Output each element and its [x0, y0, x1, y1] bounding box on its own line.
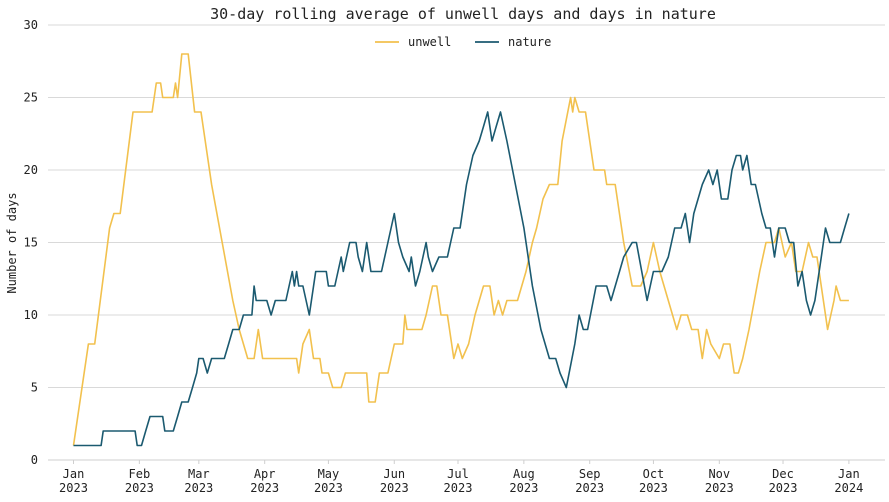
- x-tick-label-year: 2023: [769, 481, 798, 495]
- x-axis: Jan2023Feb2023Mar2023Apr2023May2023Jun20…: [48, 459, 885, 495]
- x-tick-label-year: 2023: [125, 481, 154, 495]
- x-tick-label-year: 2023: [575, 481, 604, 495]
- legend-label-unwell: unwell: [408, 35, 451, 49]
- x-tick-label-year: 2023: [184, 481, 213, 495]
- series-lines: [72, 53, 850, 447]
- y-tick-label: 0: [31, 453, 38, 467]
- x-tick-label-month: Sep: [579, 467, 601, 481]
- y-axis: 0 5 10 15 20 25 30: [24, 18, 38, 467]
- x-tick-label-month: Jan: [63, 467, 85, 481]
- y-tick-label: 20: [24, 163, 38, 177]
- x-tick-label-month: Apr: [254, 467, 276, 481]
- y-axis-label: Number of days: [5, 192, 19, 293]
- x-tick-label-month: Nov: [708, 467, 730, 481]
- x-tick-label-year: 2023: [314, 481, 343, 495]
- series-line-unwell: [72, 53, 849, 446]
- legend-label-nature: nature: [508, 35, 551, 49]
- x-tick-label-year: 2023: [380, 481, 409, 495]
- x-tick-label-year: 2023: [705, 481, 734, 495]
- y-tick-label: 30: [24, 18, 38, 32]
- y-tick-label: 15: [24, 236, 38, 250]
- legend: unwell nature: [375, 35, 551, 49]
- x-tick-label-month: Mar: [188, 467, 210, 481]
- chart-title: 30-day rolling average of unwell days an…: [210, 5, 716, 23]
- x-tick-label-year: 2023: [639, 481, 668, 495]
- series-line-nature: [73, 111, 850, 447]
- x-tick-label-month: Jun: [383, 467, 405, 481]
- x-tick-label-year: 2023: [444, 481, 473, 495]
- x-tick-label-month: May: [318, 467, 340, 481]
- x-tick-label-month: Dec: [772, 467, 794, 481]
- grid: [48, 24, 885, 388]
- x-tick-label-year: 2024: [834, 481, 863, 495]
- y-tick-label: 5: [31, 381, 38, 395]
- y-tick-label: 25: [24, 91, 38, 105]
- x-tick-label-month: Oct: [643, 467, 665, 481]
- x-tick-label-month: Aug: [513, 467, 535, 481]
- y-tick-label: 10: [24, 308, 38, 322]
- x-tick-label-month: Jul: [447, 467, 469, 481]
- x-tick-label-month: Jan: [838, 467, 860, 481]
- x-tick-label-year: 2023: [509, 481, 538, 495]
- x-tick-label-month: Feb: [129, 467, 151, 481]
- x-tick-label-year: 2023: [250, 481, 279, 495]
- x-tick-label-year: 2023: [59, 481, 88, 495]
